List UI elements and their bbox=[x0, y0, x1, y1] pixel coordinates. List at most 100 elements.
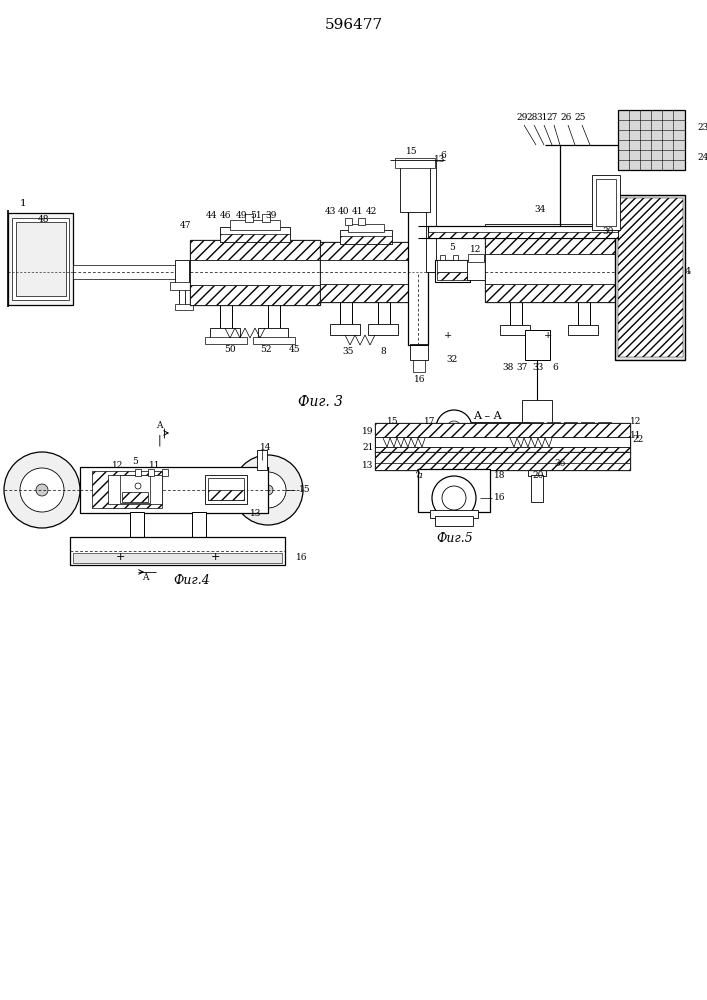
Bar bbox=[190, 240, 320, 305]
Bar bbox=[16, 222, 66, 296]
Bar bbox=[615, 195, 685, 360]
Bar bbox=[258, 328, 288, 338]
Bar bbox=[596, 179, 616, 226]
Text: +: + bbox=[115, 552, 124, 562]
Bar bbox=[437, 260, 468, 272]
Bar bbox=[435, 260, 470, 282]
Text: 46: 46 bbox=[221, 211, 232, 220]
Bar bbox=[162, 469, 168, 476]
Circle shape bbox=[135, 483, 141, 489]
Text: 28: 28 bbox=[526, 113, 538, 122]
Text: 11: 11 bbox=[149, 460, 160, 470]
Bar bbox=[485, 236, 615, 302]
Text: 4: 4 bbox=[685, 267, 691, 276]
Text: A – A: A – A bbox=[473, 411, 501, 421]
Circle shape bbox=[498, 424, 506, 432]
Bar bbox=[435, 516, 473, 526]
Bar bbox=[500, 325, 530, 335]
Text: 15: 15 bbox=[407, 147, 418, 156]
Text: 34: 34 bbox=[534, 206, 546, 215]
Text: +: + bbox=[544, 330, 552, 340]
Bar bbox=[170, 282, 192, 290]
Bar bbox=[358, 218, 365, 225]
Text: 16: 16 bbox=[296, 552, 308, 562]
Bar bbox=[245, 214, 253, 222]
Bar bbox=[375, 462, 630, 470]
Text: 596477: 596477 bbox=[325, 18, 383, 32]
Bar bbox=[210, 328, 240, 338]
Bar bbox=[190, 260, 320, 285]
Text: 16: 16 bbox=[494, 493, 506, 502]
Text: 13: 13 bbox=[362, 460, 374, 470]
Bar bbox=[190, 285, 320, 305]
Text: A: A bbox=[141, 574, 148, 582]
Bar bbox=[437, 272, 468, 280]
Circle shape bbox=[566, 424, 574, 432]
Bar bbox=[220, 227, 290, 242]
Bar bbox=[345, 218, 352, 225]
Text: 15: 15 bbox=[299, 486, 311, 494]
Circle shape bbox=[250, 472, 286, 508]
Bar bbox=[8, 213, 73, 305]
Text: 21: 21 bbox=[362, 442, 374, 452]
Bar bbox=[320, 242, 410, 260]
Circle shape bbox=[583, 424, 591, 432]
Text: 13: 13 bbox=[434, 155, 445, 164]
Text: 27: 27 bbox=[547, 113, 558, 122]
Bar bbox=[205, 337, 247, 344]
Bar bbox=[230, 220, 280, 230]
Text: 36: 36 bbox=[554, 458, 566, 468]
Bar bbox=[426, 162, 436, 272]
Bar bbox=[598, 422, 611, 434]
Bar bbox=[418, 469, 490, 512]
Bar bbox=[428, 226, 618, 238]
Bar bbox=[73, 553, 282, 563]
Bar bbox=[122, 492, 148, 502]
Bar bbox=[428, 232, 618, 238]
Bar bbox=[375, 423, 630, 438]
Circle shape bbox=[4, 452, 80, 528]
Text: 24: 24 bbox=[697, 152, 707, 161]
Text: 49: 49 bbox=[235, 211, 247, 220]
Bar bbox=[257, 450, 267, 470]
Circle shape bbox=[436, 410, 472, 446]
Text: 51: 51 bbox=[250, 211, 262, 220]
Bar bbox=[148, 469, 154, 476]
Bar bbox=[190, 240, 320, 260]
Bar bbox=[531, 475, 543, 502]
Bar bbox=[485, 231, 615, 238]
Bar bbox=[468, 254, 484, 262]
Circle shape bbox=[36, 484, 48, 496]
Text: a: a bbox=[417, 471, 423, 480]
Text: 52: 52 bbox=[260, 346, 271, 355]
Bar bbox=[485, 254, 615, 284]
Bar bbox=[467, 260, 485, 280]
Text: 15: 15 bbox=[387, 418, 399, 426]
Bar bbox=[525, 424, 550, 450]
Text: 16: 16 bbox=[414, 375, 426, 384]
Text: 12: 12 bbox=[112, 460, 124, 470]
Circle shape bbox=[600, 424, 608, 432]
Bar bbox=[485, 284, 615, 302]
Circle shape bbox=[432, 476, 476, 520]
Text: +: + bbox=[210, 552, 220, 562]
Bar bbox=[120, 475, 150, 503]
Bar bbox=[175, 304, 193, 310]
Circle shape bbox=[20, 468, 64, 512]
Bar bbox=[413, 360, 425, 372]
Text: 5: 5 bbox=[132, 458, 138, 466]
Bar bbox=[453, 255, 458, 260]
Bar bbox=[375, 452, 630, 470]
Text: 39: 39 bbox=[265, 211, 276, 220]
Text: |: | bbox=[157, 434, 160, 446]
Text: 8: 8 bbox=[380, 348, 386, 357]
Bar bbox=[135, 469, 141, 476]
Bar bbox=[496, 422, 509, 434]
Text: 12: 12 bbox=[470, 245, 481, 254]
Bar bbox=[375, 437, 630, 447]
Circle shape bbox=[233, 455, 303, 525]
Text: 26: 26 bbox=[561, 113, 572, 122]
Bar bbox=[530, 422, 543, 434]
Text: 1: 1 bbox=[20, 198, 27, 208]
Circle shape bbox=[263, 485, 273, 495]
